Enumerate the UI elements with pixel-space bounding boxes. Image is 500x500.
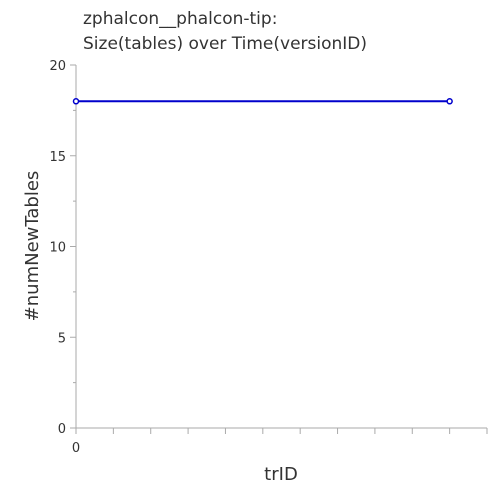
y-axis-label: #numNewTables [22, 171, 43, 322]
chart-title-line-1: zphalcon__phalcon-tip: [83, 9, 277, 29]
axes [75, 65, 487, 429]
y-tick-label: 10 [49, 241, 66, 256]
y-tick-label: 0 [58, 422, 66, 437]
x-ticks [75, 428, 488, 434]
series-layer [72, 98, 453, 105]
y-tick-labels: 0 5 10 15 20 [49, 59, 66, 437]
y-tick-label: 15 [49, 150, 66, 165]
data-point [72, 98, 80, 105]
x-tick-labels: 0 [72, 441, 80, 456]
data-point [446, 98, 453, 105]
y-ticks [70, 64, 76, 429]
chart-title-line-2: Size(tables) over Time(versionID) [83, 34, 367, 54]
y-tick-label: 20 [49, 59, 66, 74]
x-axis-label: trID [264, 464, 298, 485]
x-tick-label: 0 [72, 441, 80, 456]
y-tick-label: 5 [58, 331, 66, 346]
